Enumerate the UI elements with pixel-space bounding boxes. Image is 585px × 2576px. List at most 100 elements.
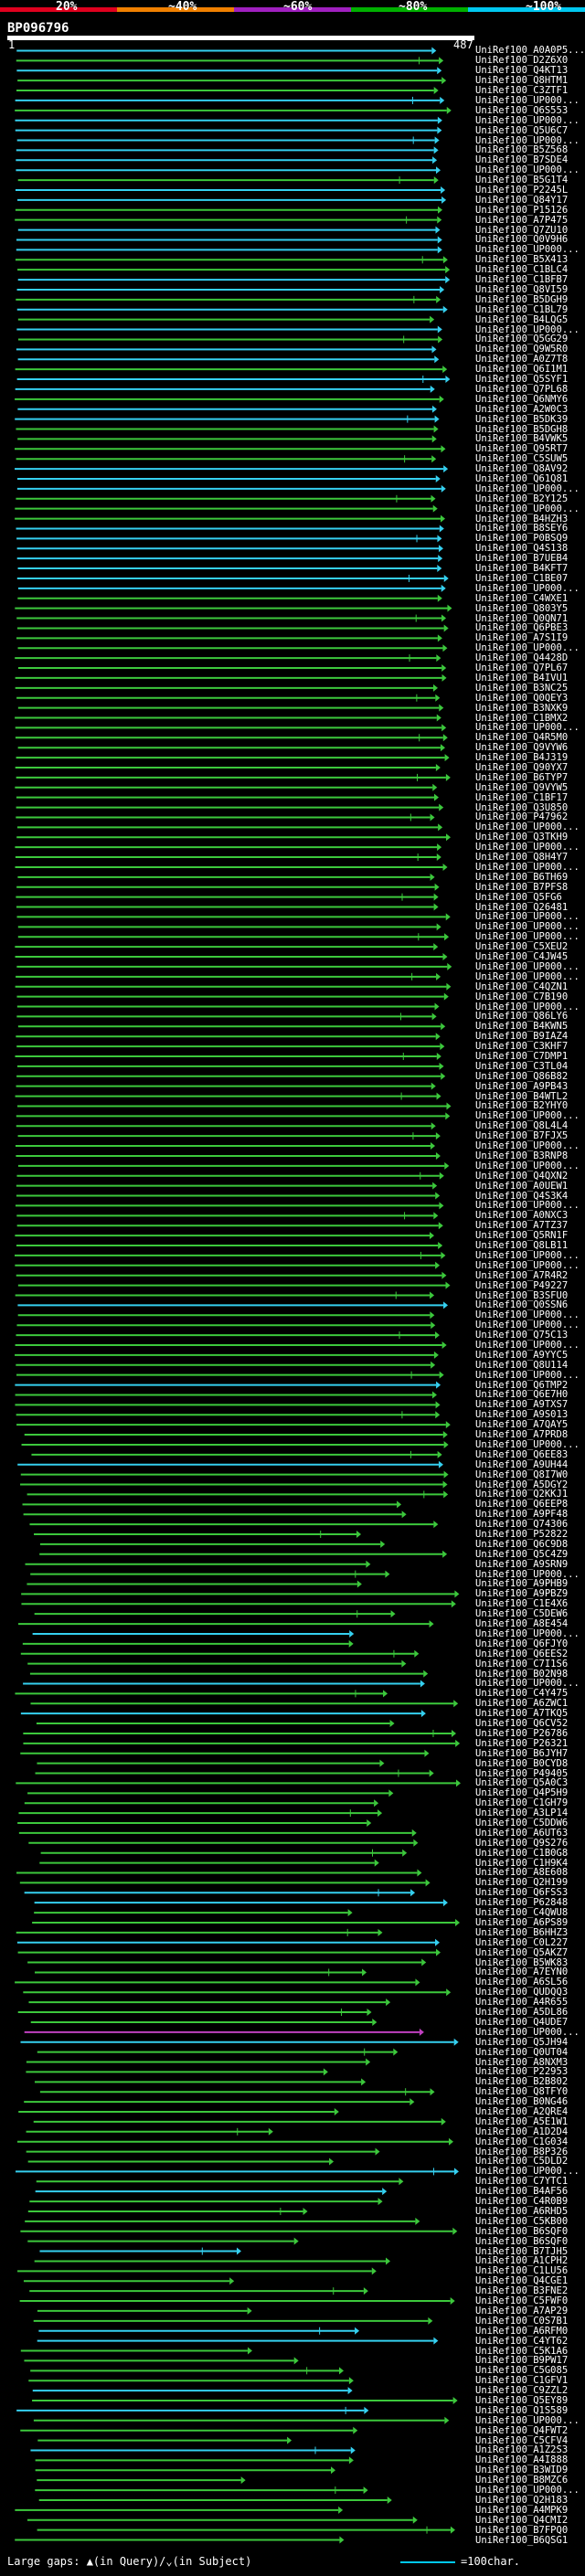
- hit-label[interactable]: UniRef100_Q5RN1F: [475, 1230, 569, 1242]
- hit-label[interactable]: UniRef100_A1CPH2: [475, 2255, 569, 2267]
- hit-label[interactable]: UniRef100_Q2H183: [475, 2494, 569, 2506]
- hit-label[interactable]: UniRef100_A7R4R2: [475, 1269, 569, 1281]
- hit-label[interactable]: UniRef100_A9PHB9: [475, 1578, 569, 1590]
- hit-label[interactable]: UniRef100_UP000...: [475, 2414, 580, 2426]
- hit-label[interactable]: UniRef100_C1BMX2: [475, 712, 569, 724]
- hit-label[interactable]: UniRef100_Q7PL68: [475, 383, 569, 395]
- hit-label[interactable]: UniRef100_C1BE07: [475, 572, 569, 584]
- hit-label[interactable]: UniRef100_Q26481: [475, 901, 569, 913]
- hit-label[interactable]: UniRef100_C5DLD2: [475, 2156, 569, 2168]
- hit-label[interactable]: UniRef100_P47962: [475, 811, 569, 823]
- hit-label[interactable]: UniRef100_C1B0G8: [475, 1847, 569, 1859]
- hit-label[interactable]: UniRef100_B8SEY6: [475, 523, 569, 535]
- hit-label[interactable]: UniRef100_Q90YX7: [475, 761, 569, 773]
- hit-label[interactable]: UniRef100_UP000...: [475, 1627, 580, 1639]
- hit-label[interactable]: UniRef100_P26321: [475, 1737, 569, 1749]
- hit-label[interactable]: UniRef100_C4R0B9: [475, 2196, 569, 2208]
- hit-label[interactable]: UniRef100_UP000...: [475, 822, 580, 833]
- hit-label[interactable]: UniRef100_UP000...: [475, 1339, 580, 1351]
- hit-label[interactable]: UniRef100_C1BF17: [475, 791, 569, 803]
- hit-label[interactable]: UniRef100_B7FPQ0: [475, 2524, 569, 2536]
- hit-label[interactable]: UniRef100_B5WK83: [475, 1956, 569, 1968]
- hit-label[interactable]: UniRef100_Q8L4L4: [475, 1120, 569, 1132]
- hit-label[interactable]: UniRef100_B5DGH8: [475, 423, 569, 435]
- hit-label[interactable]: UniRef100_Q8LB11: [475, 1240, 569, 1252]
- hit-label[interactable]: UniRef100_Q84Y17: [475, 194, 569, 206]
- hit-label[interactable]: UniRef100_P49227: [475, 1279, 569, 1291]
- hit-label[interactable]: UniRef100_C1LU56: [475, 2265, 569, 2277]
- hit-label[interactable]: UniRef100_B6TH69: [475, 871, 569, 883]
- hit-label[interactable]: UniRef100_A6UT63: [475, 1827, 569, 1839]
- hit-label[interactable]: UniRef100_Q0V9H6: [475, 234, 569, 246]
- hit-label[interactable]: UniRef100_Q2H199: [475, 1877, 569, 1889]
- hit-label[interactable]: UniRef100_C5DEW6: [475, 1608, 569, 1620]
- hit-label[interactable]: UniRef100_P0BSQ9: [475, 533, 569, 545]
- hit-label[interactable]: UniRef100_Q6PBE3: [475, 622, 569, 634]
- hit-label[interactable]: UniRef100_A5DL86: [475, 2007, 569, 2019]
- hit-label[interactable]: UniRef100_B0NG46: [475, 2096, 569, 2108]
- hit-label[interactable]: UniRef100_Q9W5R0: [475, 344, 569, 355]
- hit-label[interactable]: UniRef100_Q3U850: [475, 801, 569, 813]
- hit-label[interactable]: UniRef100_C5XEU2: [475, 941, 569, 953]
- hit-label[interactable]: UniRef100_B5DGH9: [475, 293, 569, 305]
- hit-label[interactable]: UniRef100_B4AF56: [475, 2186, 569, 2198]
- hit-label[interactable]: UniRef100_C1H9K4: [475, 1857, 569, 1869]
- hit-label[interactable]: UniRef100_Q0UT04: [475, 2046, 569, 2058]
- hit-label[interactable]: UniRef100_C9ZZL2: [475, 2385, 569, 2397]
- hit-label[interactable]: UniRef100_UP000...: [475, 1200, 580, 1212]
- hit-label[interactable]: UniRef100_B4KWN5: [475, 1021, 569, 1033]
- hit-label[interactable]: UniRef100_P52822: [475, 1529, 569, 1540]
- hit-label[interactable]: UniRef100_Q4QXN2: [475, 1170, 569, 1182]
- hit-label[interactable]: UniRef100_A7PRD8: [475, 1429, 569, 1441]
- hit-label[interactable]: UniRef100_Q1S589: [475, 2404, 569, 2416]
- hit-label[interactable]: UniRef100_Q4S3K4: [475, 1190, 569, 1202]
- hit-label[interactable]: UniRef100_Q5SYF1: [475, 374, 569, 386]
- hit-label[interactable]: UniRef100_A4MPK9: [475, 2504, 569, 2516]
- hit-label[interactable]: UniRef100_Q8TFY0: [475, 2086, 569, 2098]
- hit-label[interactable]: UniRef100_Q6FSS3: [475, 1887, 569, 1899]
- hit-label[interactable]: UniRef100_UP000...: [475, 2485, 580, 2496]
- hit-label[interactable]: UniRef100_Q5U6C7: [475, 124, 569, 136]
- hit-label[interactable]: UniRef100_B2YHY0: [475, 1100, 569, 1112]
- hit-label[interactable]: UniRef100_Q4CMI2: [475, 2514, 569, 2526]
- hit-label[interactable]: UniRef100_P62848: [475, 1897, 569, 1909]
- hit-label[interactable]: UniRef100_A7S1I9: [475, 632, 569, 644]
- hit-label[interactable]: UniRef100_C1GFV1: [475, 2375, 569, 2387]
- hit-label[interactable]: UniRef100_B7TJH5: [475, 2245, 569, 2257]
- hit-label[interactable]: UniRef100_P26786: [475, 1727, 569, 1739]
- hit-label[interactable]: UniRef100_A0UEW1: [475, 1180, 569, 1192]
- hit-label[interactable]: UniRef100_B4LQG5: [475, 313, 569, 325]
- hit-label[interactable]: UniRef100_A7TKQ5: [475, 1708, 569, 1720]
- hit-label[interactable]: UniRef100_UP000...: [475, 2166, 580, 2178]
- hit-label[interactable]: UniRef100_A1D2D4: [475, 2125, 569, 2137]
- hit-label[interactable]: UniRef100_Q4FWT2: [475, 2424, 569, 2436]
- hit-label[interactable]: UniRef100_A9TXS7: [475, 1399, 569, 1411]
- hit-label[interactable]: UniRef100_Q3TKH9: [475, 832, 569, 843]
- hit-label[interactable]: UniRef100_A9PB43: [475, 1080, 569, 1092]
- hit-label[interactable]: UniRef100_A9YYC5: [475, 1349, 569, 1361]
- hit-label[interactable]: UniRef100_UP000...: [475, 1110, 580, 1122]
- hit-label[interactable]: UniRef100_A7QAY5: [475, 1419, 569, 1431]
- hit-label[interactable]: UniRef100_A8E454: [475, 1618, 569, 1630]
- hit-label[interactable]: UniRef100_B7PFS8: [475, 881, 569, 893]
- hit-label[interactable]: UniRef100_A0NXC3: [475, 1210, 569, 1222]
- hit-label[interactable]: UniRef100_P49405: [475, 1767, 569, 1779]
- hit-label[interactable]: UniRef100_UP000...: [475, 244, 580, 256]
- hit-label[interactable]: UniRef100_B3NC25: [475, 682, 569, 694]
- hit-label[interactable]: UniRef100_B3WID9: [475, 2465, 569, 2476]
- hit-label[interactable]: UniRef100_B3SFU0: [475, 1289, 569, 1301]
- hit-label[interactable]: UniRef100_B5X413: [475, 254, 569, 266]
- hit-label[interactable]: UniRef100_Q75C13: [475, 1330, 569, 1341]
- hit-label[interactable]: UniRef100_A0A0P5...: [475, 45, 585, 57]
- hit-label[interactable]: UniRef100_C4JW45: [475, 951, 569, 963]
- hit-label[interactable]: UniRef100_A5DGY2: [475, 1479, 569, 1490]
- hit-label[interactable]: UniRef100_UP000...: [475, 931, 580, 943]
- hit-label[interactable]: UniRef100_Q5C4Z9: [475, 1548, 569, 1560]
- hit-label[interactable]: UniRef100_Q0SSN6: [475, 1299, 569, 1311]
- hit-label[interactable]: UniRef100_B8MZC6: [475, 2475, 569, 2486]
- hit-label[interactable]: UniRef100_UP000...: [475, 921, 580, 933]
- hit-label[interactable]: UniRef100_B5Z568: [475, 144, 569, 156]
- hit-label[interactable]: UniRef100_B4IVU1: [475, 672, 569, 684]
- hit-label[interactable]: UniRef100_A4R655: [475, 1997, 569, 2009]
- hit-label[interactable]: UniRef100_Q4CGE1: [475, 2275, 569, 2287]
